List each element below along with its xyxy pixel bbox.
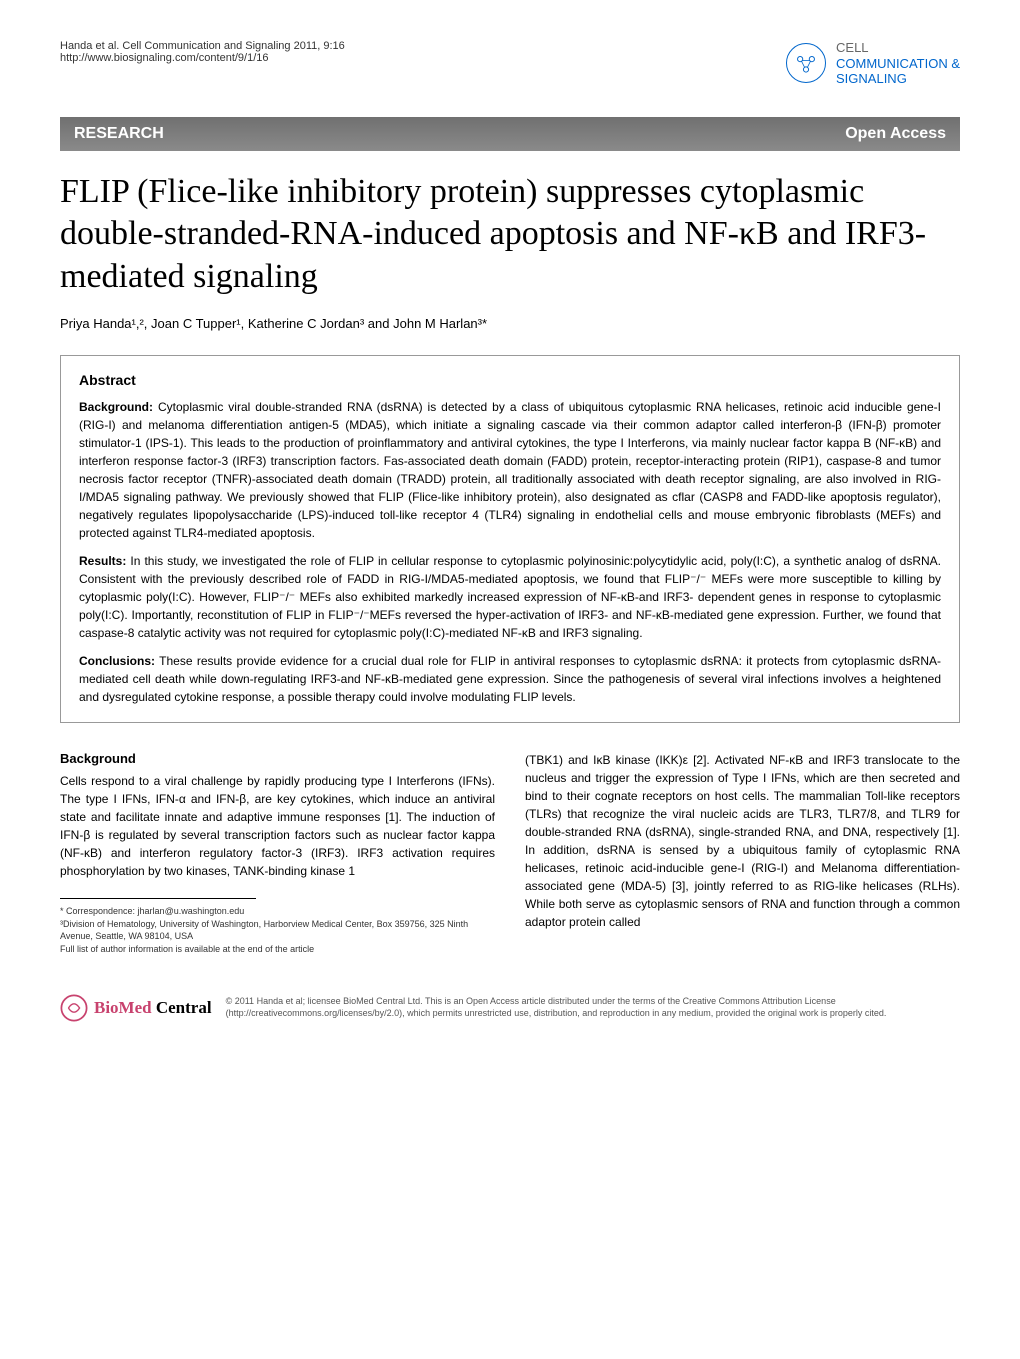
article-type-banner: RESEARCH Open Access — [60, 117, 960, 151]
author-list: Priya Handa¹,², Joan C Tupper¹, Katherin… — [60, 316, 960, 331]
background-label: Background: — [79, 400, 153, 414]
affiliation: ³Division of Hematology, University of W… — [60, 918, 495, 943]
article-title: FLIP (Flice-like inhibitory protein) sup… — [60, 171, 960, 299]
citation-url: http://www.biosignaling.com/content/9/1/… — [60, 52, 345, 64]
journal-logo-area: CELL COMMUNICATION & SIGNALING — [786, 40, 960, 87]
bmc-logo: BioMed Central — [60, 994, 212, 1022]
abstract-background: Background: Cytoplasmic viral double-str… — [79, 398, 941, 542]
background-text: Cytoplasmic viral double-stranded RNA (d… — [79, 400, 941, 540]
citation-text: Handa et al. Cell Communication and Sign… — [60, 40, 345, 52]
correspondence: * Correspondence: jharlan@u.washington.e… — [60, 905, 495, 918]
journal-icon — [786, 43, 826, 83]
background-heading: Background — [60, 751, 495, 766]
bmc-icon — [60, 994, 88, 1022]
license-text: © 2011 Handa et al; licensee BioMed Cent… — [226, 996, 960, 1019]
banner-left: RESEARCH — [74, 125, 164, 143]
conclusions-label: Conclusions: — [79, 654, 155, 668]
publisher-footer: BioMed Central © 2011 Handa et al; licen… — [60, 986, 960, 1022]
journal-name: CELL COMMUNICATION & SIGNALING — [836, 40, 960, 87]
abstract-box: Abstract Background: Cytoplasmic viral d… — [60, 355, 960, 723]
body-col2: (TBK1) and IκB kinase (IKK)ε [2]. Activa… — [525, 751, 960, 931]
left-column: Background Cells respond to a viral chal… — [60, 751, 495, 955]
right-column: (TBK1) and IκB kinase (IKK)ε [2]. Activa… — [525, 751, 960, 955]
conclusions-text: These results provide evidence for a cru… — [79, 654, 941, 704]
body-columns: Background Cells respond to a viral chal… — [60, 751, 960, 955]
correspondence-block: * Correspondence: jharlan@u.washington.e… — [60, 905, 495, 955]
signaling-icon — [793, 50, 819, 76]
journal-line1: CELL — [836, 40, 960, 56]
journal-line3: SIGNALING — [836, 71, 960, 87]
bmc-central: Central — [152, 998, 212, 1017]
citation-block: Handa et al. Cell Communication and Sign… — [60, 40, 345, 64]
body-col1: Cells respond to a viral challenge by ra… — [60, 772, 495, 880]
results-label: Results: — [79, 554, 126, 568]
bmc-wordmark: BioMed Central — [94, 998, 212, 1018]
footer-separator — [60, 898, 256, 899]
abstract-conclusions: Conclusions: These results provide evide… — [79, 652, 941, 706]
abstract-heading: Abstract — [79, 372, 941, 388]
banner-right: Open Access — [845, 125, 946, 143]
author-info-note: Full list of author information is avail… — [60, 943, 495, 956]
results-text: In this study, we investigated the role … — [79, 554, 941, 640]
page-header: Handa et al. Cell Communication and Sign… — [60, 40, 960, 87]
bmc-bio: BioMed — [94, 998, 152, 1017]
abstract-results: Results: In this study, we investigated … — [79, 552, 941, 642]
journal-line2: COMMUNICATION & — [836, 56, 960, 72]
